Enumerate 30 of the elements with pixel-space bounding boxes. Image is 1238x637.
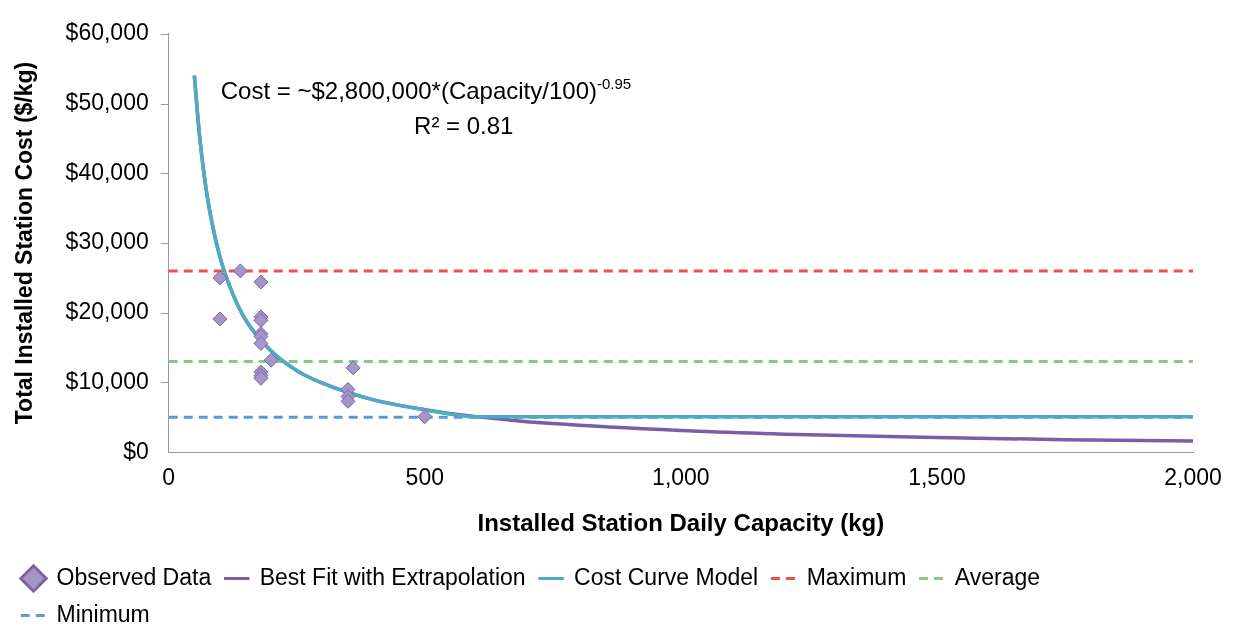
point [253, 274, 269, 290]
legend-label: Minimum [56, 600, 150, 627]
y-tick-label: $50,000 [65, 88, 149, 115]
legend-label: Average [954, 563, 1041, 590]
point [340, 393, 356, 409]
y-tick-label: $10,000 [65, 367, 149, 394]
y-tick-label: $20,000 [65, 298, 149, 325]
annotation: R² = 0.81 [414, 111, 514, 139]
x-tick-label: 0 [162, 464, 176, 491]
point [417, 409, 433, 425]
x-tick-label: 1,000 [652, 464, 710, 491]
point [212, 311, 228, 327]
y-tick-label: $0 [123, 437, 149, 464]
legend-label: Maximum [806, 563, 907, 590]
point [253, 335, 269, 351]
legend-label: Cost Curve Model [574, 563, 759, 590]
y-tick-label: $30,000 [65, 228, 149, 255]
point [212, 270, 228, 286]
x-tick-label: 500 [405, 464, 444, 491]
y-tick-label: $60,000 [65, 19, 149, 46]
y-tick-label: $40,000 [65, 158, 149, 185]
x-axis-title: Installed Station Daily Capacity (kg) [477, 509, 885, 537]
point [232, 263, 248, 279]
y-axis-title: Total Installed Station Cost ($/kg) [11, 61, 38, 425]
point [345, 360, 361, 376]
legend-label: Best Fit with Extrapolation [259, 563, 526, 590]
x-tick-label: 2,000 [1164, 464, 1222, 491]
legend-label: Observed Data [56, 563, 212, 590]
point [263, 352, 279, 368]
x-tick-label: 1,500 [908, 464, 966, 491]
